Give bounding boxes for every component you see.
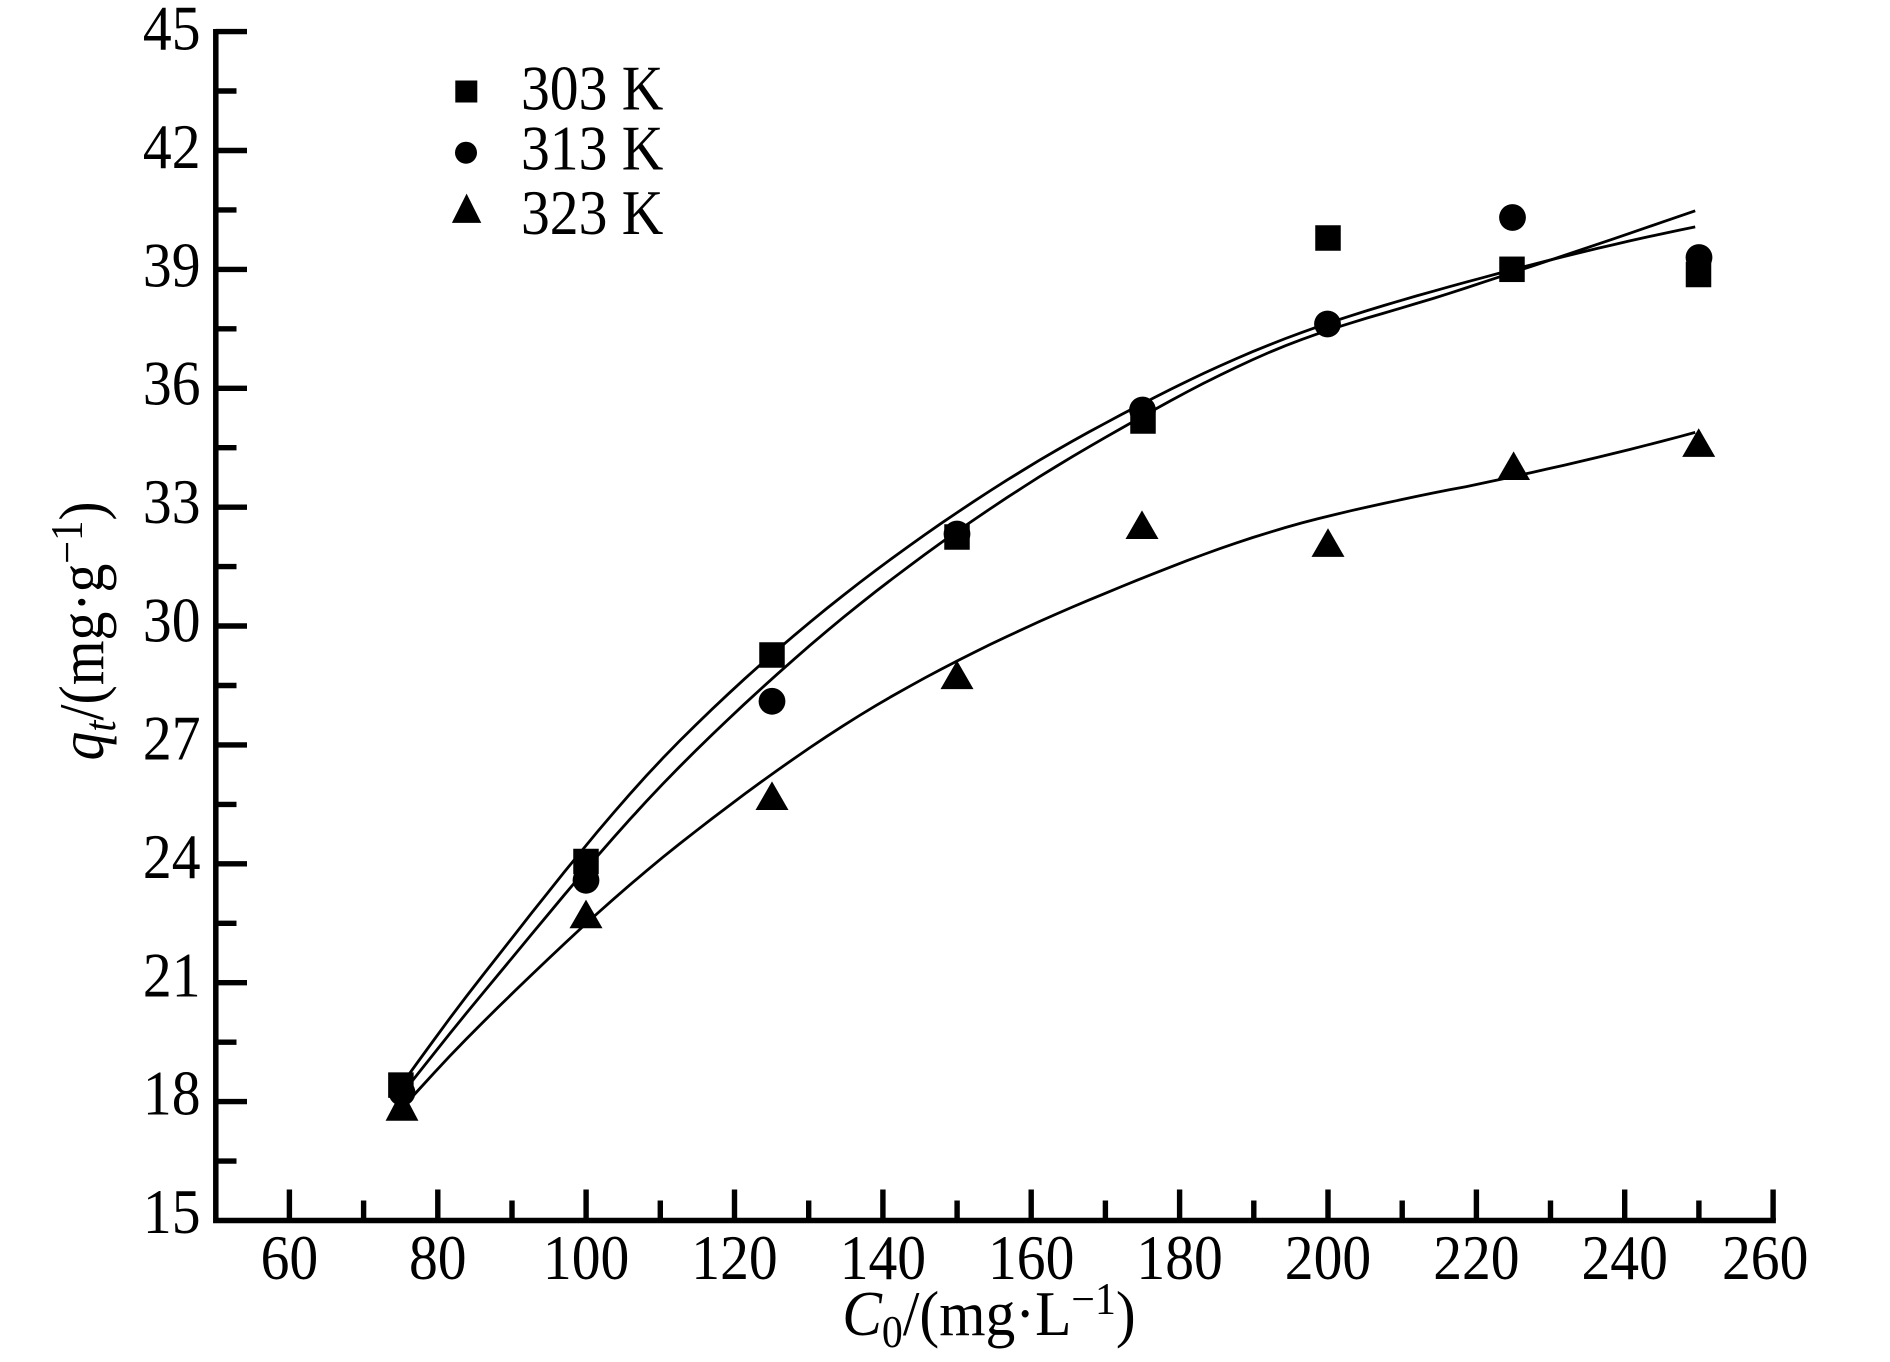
svg-text:45: 45 [143, 0, 201, 64]
svg-text:qt/(mg·g−1): qt/(mg·g−1) [43, 501, 125, 760]
svg-text:18: 18 [143, 1059, 201, 1129]
svg-text:140: 140 [840, 1223, 926, 1293]
svg-text:240: 240 [1582, 1223, 1668, 1293]
svg-text:C0/(mg·L−1): C0/(mg·L−1) [842, 1275, 1136, 1357]
svg-text:260: 260 [1722, 1223, 1808, 1293]
svg-text:220: 220 [1433, 1223, 1519, 1293]
svg-text:80: 80 [409, 1223, 467, 1293]
svg-text:323 K: 323 K [521, 178, 663, 248]
svg-text:303 K: 303 K [521, 54, 663, 124]
svg-text:200: 200 [1285, 1223, 1371, 1293]
svg-text:120: 120 [691, 1223, 777, 1293]
svg-text:39: 39 [143, 231, 201, 301]
svg-text:15: 15 [143, 1177, 201, 1247]
svg-text:180: 180 [1136, 1223, 1222, 1293]
svg-text:313 K: 313 K [521, 114, 663, 184]
svg-text:21: 21 [143, 941, 201, 1011]
svg-text:30: 30 [143, 586, 201, 656]
svg-text:42: 42 [143, 112, 201, 182]
svg-text:27: 27 [143, 704, 201, 774]
svg-text:36: 36 [143, 349, 201, 419]
svg-text:100: 100 [543, 1223, 629, 1293]
svg-text:160: 160 [988, 1223, 1074, 1293]
svg-text:24: 24 [143, 822, 201, 892]
svg-text:60: 60 [261, 1223, 319, 1293]
svg-text:33: 33 [143, 467, 201, 537]
